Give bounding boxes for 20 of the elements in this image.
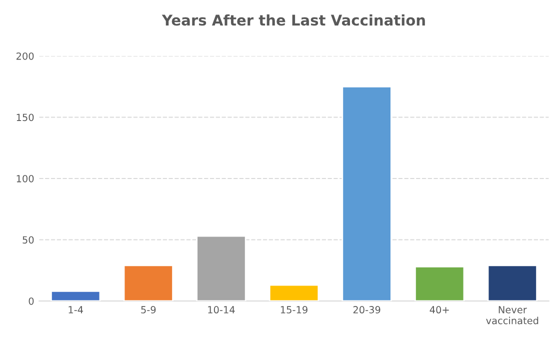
x-tick-label: 40+ — [430, 306, 449, 314]
bar — [487, 264, 538, 301]
bar — [196, 235, 246, 301]
chart-title: Years After the Last Vaccination — [162, 14, 425, 26]
x-tick-label: 1-4 — [68, 306, 83, 314]
bar — [342, 86, 392, 301]
x-tick-label: Never vaccinated — [486, 306, 538, 324]
y-tick-label: 0 — [28, 297, 34, 305]
x-tick-label: 5-9 — [141, 306, 156, 314]
bar — [50, 290, 101, 301]
y-tick-label: 150 — [16, 114, 34, 122]
y-tick-label: 50 — [22, 236, 34, 244]
x-tick-label: 10-14 — [208, 306, 235, 314]
y-tick-label: 200 — [16, 52, 34, 60]
bar — [123, 264, 174, 301]
y-tick-label: 100 — [16, 174, 34, 182]
x-tick-label: 20-39 — [353, 306, 380, 314]
bar — [414, 266, 465, 301]
bar — [268, 284, 320, 301]
x-tick-label: 15-19 — [280, 306, 308, 314]
